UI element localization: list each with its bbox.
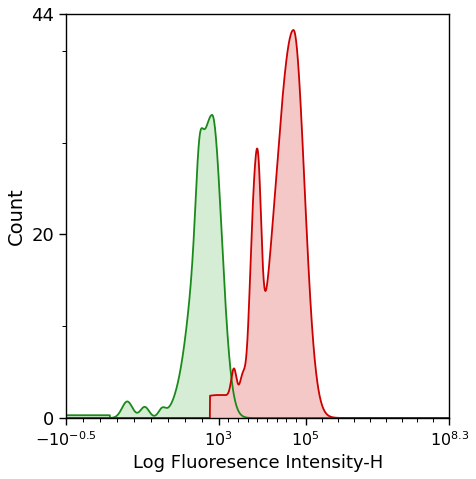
X-axis label: Log Fluoresence Intensity-H: Log Fluoresence Intensity-H: [133, 454, 383, 472]
Y-axis label: Count: Count: [7, 187, 26, 245]
